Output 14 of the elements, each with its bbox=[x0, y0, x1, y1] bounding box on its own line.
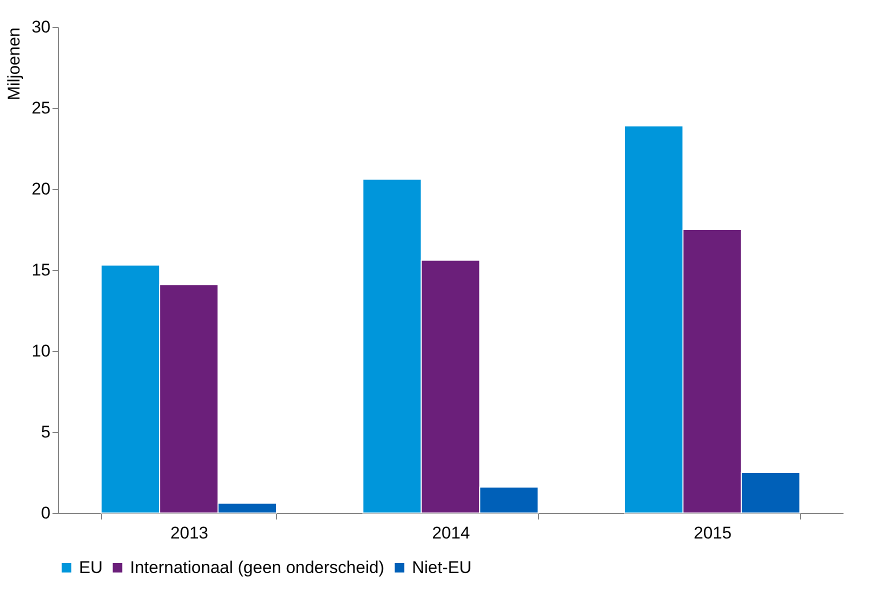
x-tick-label: 2014 bbox=[432, 524, 470, 542]
y-tick-label: 15 bbox=[32, 260, 50, 280]
y-tick-label: 30 bbox=[32, 18, 50, 36]
legend-label: Niet-EU bbox=[412, 558, 472, 577]
x-tick-label: 2013 bbox=[170, 524, 208, 542]
y-tick-label: 25 bbox=[32, 98, 50, 118]
y-axis-title: Miljoenen bbox=[4, 28, 24, 100]
y-tick-label: 20 bbox=[32, 180, 50, 198]
y-tick-label: 0 bbox=[41, 504, 50, 522]
legend-label: Internationaal (geen onderscheid) bbox=[130, 558, 384, 577]
y-tick-label: 10 bbox=[32, 342, 50, 360]
x-tick-label: 2015 bbox=[694, 524, 732, 542]
y-tick-label: 5 bbox=[41, 422, 50, 442]
legend-label: EU bbox=[79, 558, 103, 577]
